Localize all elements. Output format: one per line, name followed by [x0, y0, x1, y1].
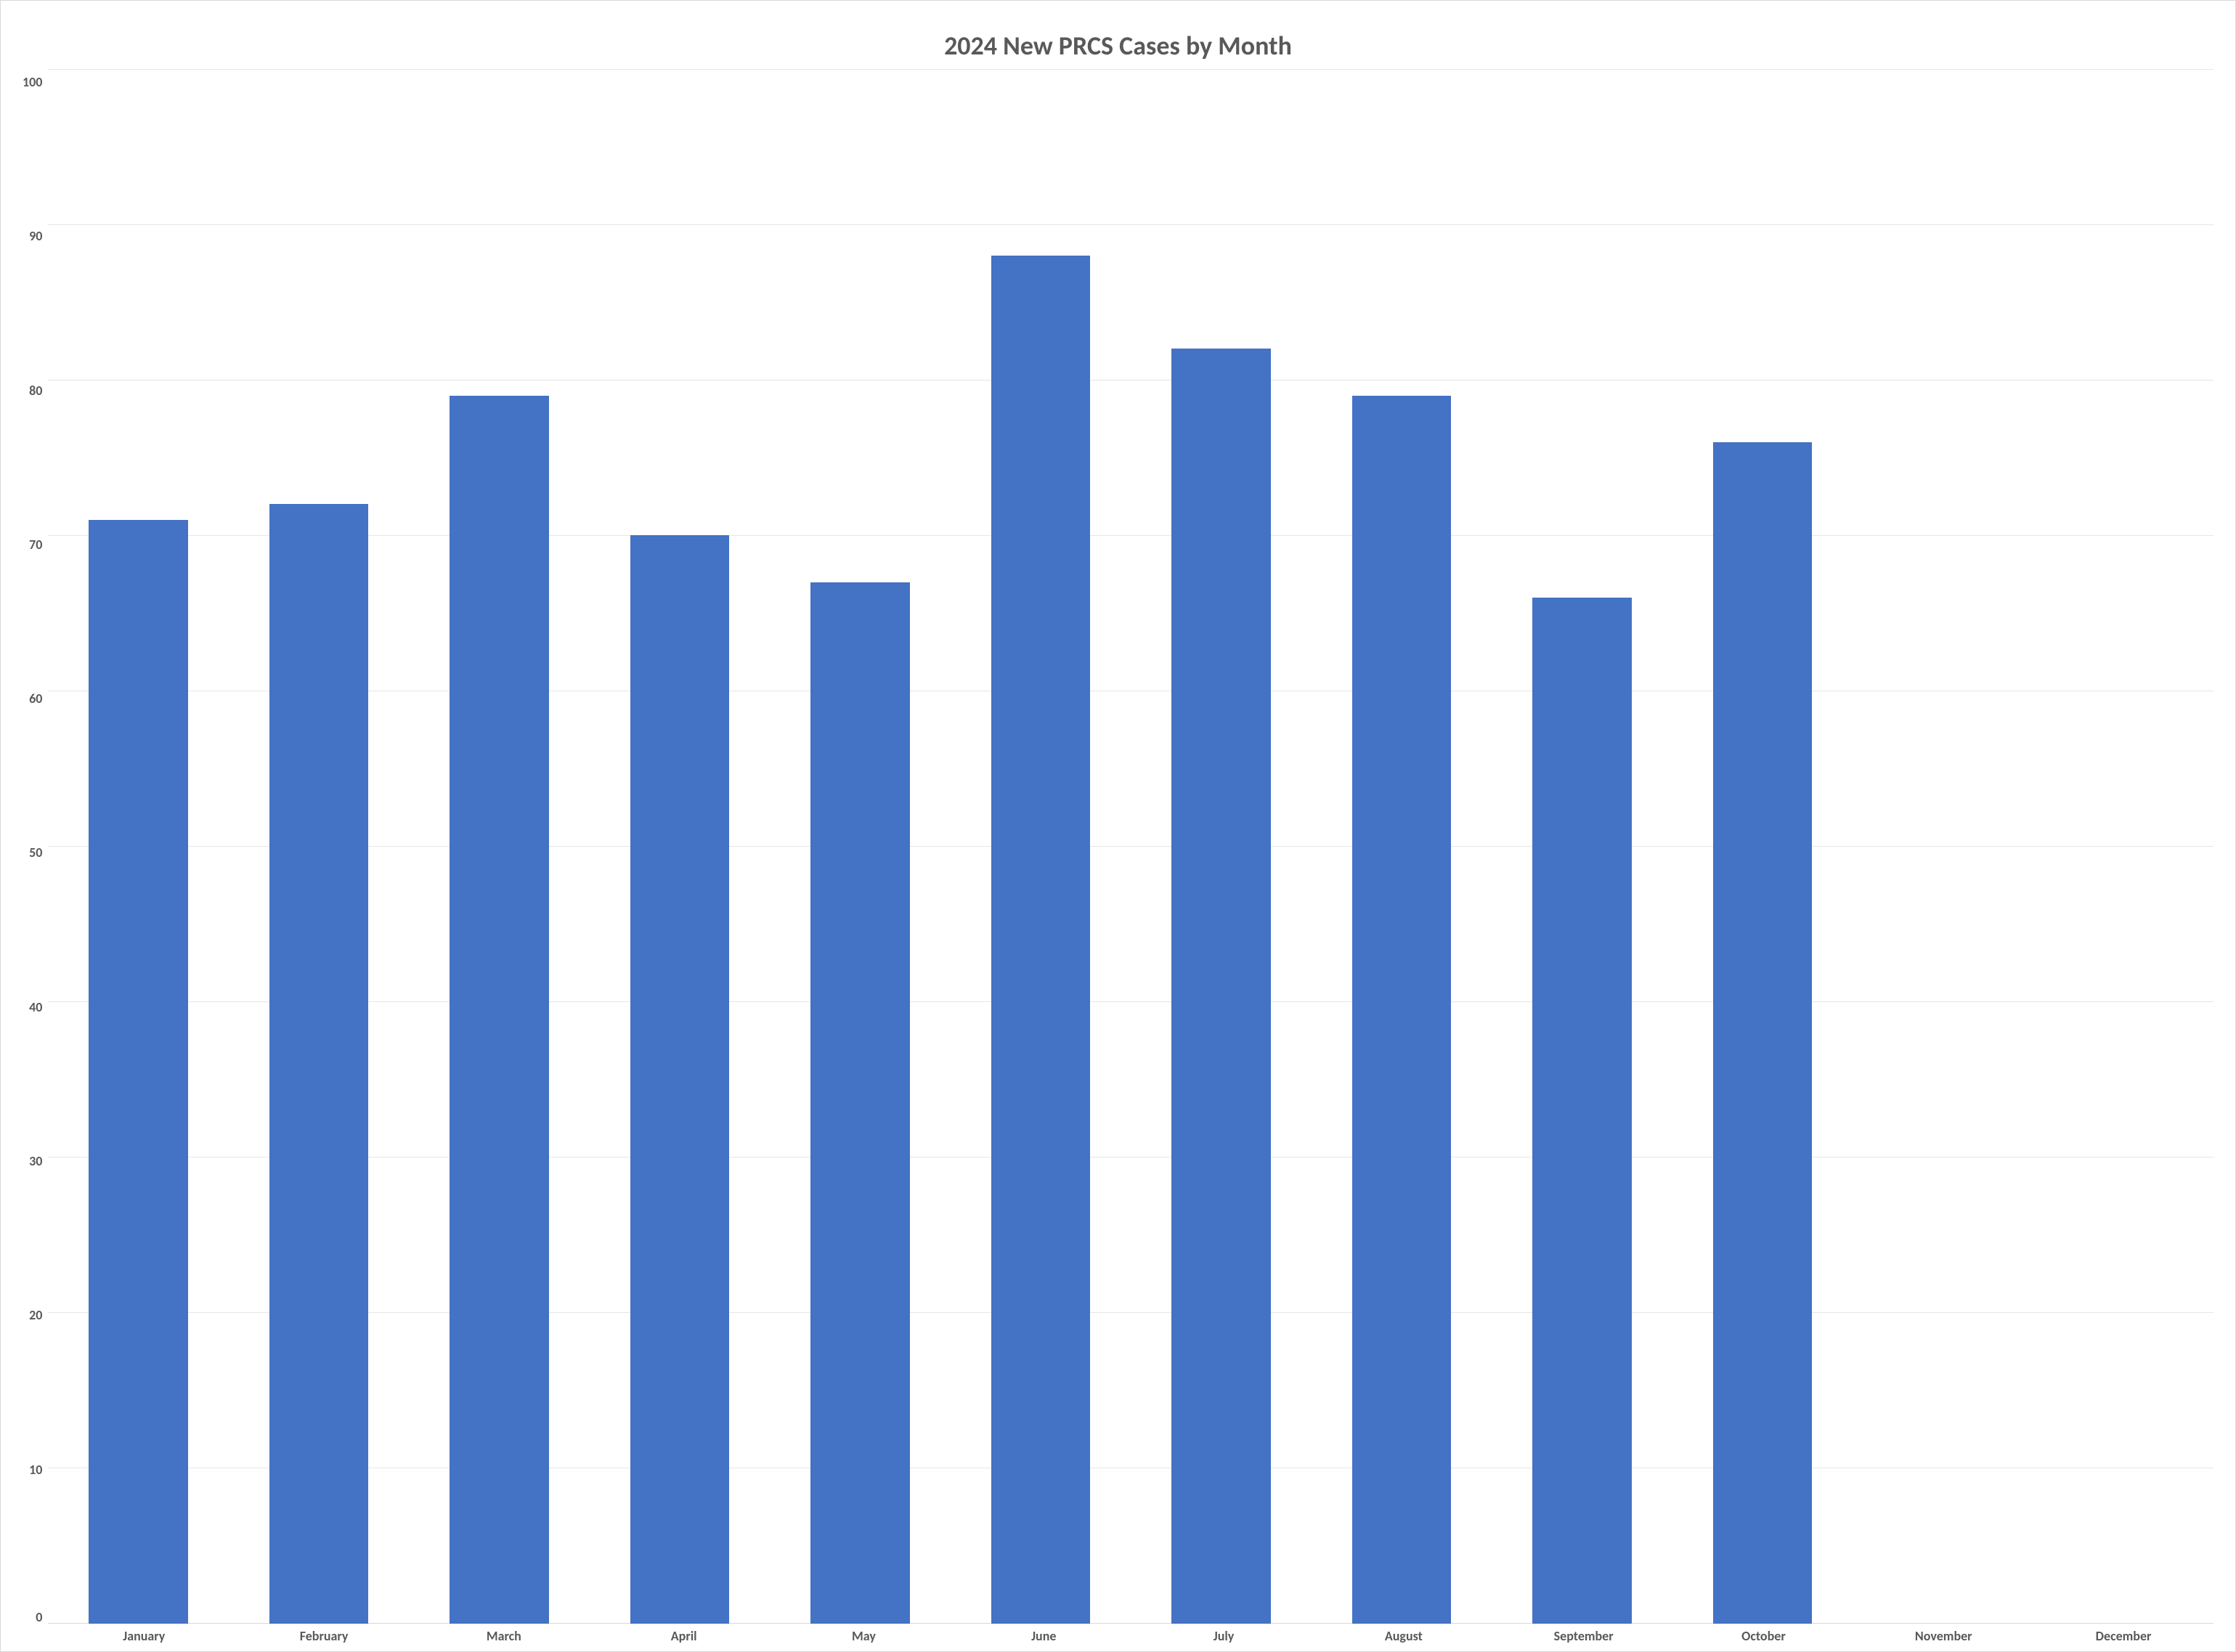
bar [269, 504, 369, 1624]
x-tick-label: January [54, 1628, 234, 1644]
y-tick-label: 60 [29, 692, 42, 705]
x-tick-label: February [234, 1628, 414, 1644]
x-tick-label: December [2033, 1628, 2213, 1644]
x-tick-label: November [1853, 1628, 2033, 1644]
x-tick-label: June [954, 1628, 1134, 1644]
bar [1532, 598, 1632, 1624]
y-tick-label: 40 [29, 1001, 42, 1014]
bar [1713, 442, 1813, 1624]
x-axis-labels: JanuaryFebruaryMarchAprilMayJuneJulyAugu… [54, 1628, 2213, 1644]
x-tick-label: May [774, 1628, 954, 1644]
y-tick-label: 50 [29, 846, 42, 859]
bar-slot [1853, 69, 2033, 1624]
bar-slot [1492, 69, 1672, 1624]
plot-area [48, 69, 2213, 1624]
bars-layer [48, 69, 2213, 1624]
y-tick-label: 0 [36, 1611, 42, 1624]
bar [630, 535, 730, 1624]
x-axis: JanuaryFebruaryMarchAprilMayJuneJulyAugu… [23, 1628, 2213, 1644]
x-tick-label: August [1314, 1628, 1494, 1644]
x-tick-label: July [1134, 1628, 1314, 1644]
bar [450, 396, 549, 1624]
y-tick-label: 30 [29, 1155, 42, 1168]
y-tick-label: 90 [29, 229, 42, 243]
y-axis: 1009080706050403020100 [23, 69, 48, 1624]
y-tick-label: 70 [29, 538, 42, 551]
x-tick-label: March [414, 1628, 594, 1644]
bar-slot [409, 69, 589, 1624]
bar-slot [1131, 69, 1311, 1624]
bar-slot [229, 69, 409, 1624]
bar [991, 256, 1091, 1624]
x-tick-label: September [1494, 1628, 1674, 1644]
bar-slot [590, 69, 770, 1624]
y-tick-label: 10 [29, 1463, 42, 1476]
x-tick-label: October [1674, 1628, 1854, 1644]
chart-title: 2024 New PRCS Cases by Month [23, 30, 2213, 62]
bar-slot [2033, 69, 2213, 1624]
chart-container: 2024 New PRCS Cases by Month 10090807060… [0, 0, 2236, 1652]
x-tick-label: April [594, 1628, 774, 1644]
x-axis-spacer [23, 1628, 54, 1644]
plot-row: 1009080706050403020100 [23, 69, 2213, 1624]
bar-slot [1312, 69, 1492, 1624]
y-tick-label: 100 [23, 76, 42, 89]
bar [1171, 349, 1271, 1624]
bar [810, 582, 910, 1624]
y-tick-label: 80 [29, 384, 42, 397]
bar-slot [951, 69, 1131, 1624]
bar-slot [1672, 69, 1853, 1624]
y-tick-label: 20 [29, 1309, 42, 1322]
bar [1352, 396, 1452, 1624]
bar-slot [770, 69, 950, 1624]
bar-slot [48, 69, 228, 1624]
bar [89, 520, 188, 1624]
